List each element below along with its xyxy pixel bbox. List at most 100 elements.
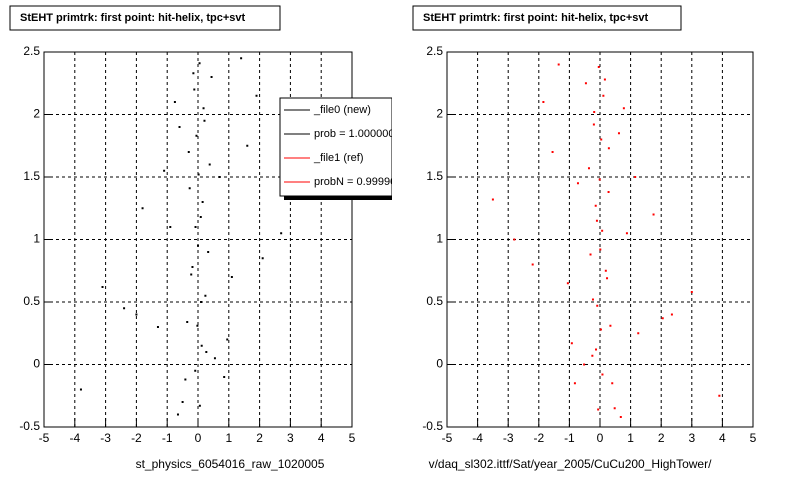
point — [101, 286, 104, 288]
point — [181, 401, 184, 403]
x-tick-label: -2 — [533, 431, 544, 445]
point — [202, 107, 205, 110]
point — [584, 82, 587, 85]
legend-label: _file1 (ref) — [313, 152, 364, 164]
point — [597, 66, 600, 68]
point — [204, 294, 207, 297]
point — [246, 144, 249, 147]
point — [193, 88, 196, 91]
point — [617, 132, 620, 135]
point — [208, 163, 211, 166]
point — [593, 111, 596, 113]
title-box — [9, 5, 281, 31]
point — [591, 354, 594, 357]
point — [551, 151, 554, 153]
point — [194, 369, 197, 372]
point — [634, 176, 637, 178]
x-tick-label: 0 — [597, 431, 604, 445]
x-tick-label: 5 — [750, 431, 757, 445]
legend-box — [279, 97, 392, 197]
point — [718, 394, 721, 397]
y-tick-label: 0 — [33, 357, 40, 371]
point — [670, 313, 673, 316]
point — [594, 204, 597, 207]
x-tick-label: -3 — [503, 431, 514, 445]
x-tick-label: 3 — [287, 431, 294, 445]
point — [597, 408, 600, 411]
point — [591, 298, 594, 301]
point — [613, 407, 616, 410]
plot-frame — [446, 51, 754, 428]
title-box — [412, 5, 682, 31]
point — [491, 198, 494, 201]
point — [205, 351, 208, 353]
legend-label: probN = 0.99990 — [314, 176, 396, 188]
point — [600, 138, 603, 141]
point — [261, 257, 264, 260]
point — [603, 78, 606, 81]
point — [557, 63, 560, 66]
x-tick-label: 5 — [349, 431, 356, 445]
point — [601, 229, 604, 232]
point — [611, 382, 614, 385]
point — [191, 266, 194, 268]
point — [240, 57, 243, 60]
point — [198, 404, 201, 407]
chart-title: StEHT primtrk: first point: hit-helix, t… — [423, 12, 649, 24]
point — [589, 253, 592, 256]
y-tick-label: 1.5 — [426, 169, 443, 183]
point — [226, 338, 229, 341]
x-tick-label: -4 — [69, 431, 80, 445]
point — [595, 348, 598, 351]
y-tick-label: 1.5 — [23, 169, 40, 183]
point — [210, 76, 213, 78]
point — [619, 416, 622, 418]
point — [190, 273, 193, 276]
x-tick-label: -5 — [442, 431, 453, 445]
point — [200, 301, 203, 303]
point — [207, 251, 210, 253]
point — [625, 232, 628, 235]
x-tick-label: -1 — [564, 431, 575, 445]
point — [280, 232, 283, 235]
y-tick-label: 2.5 — [23, 44, 40, 58]
point — [583, 363, 586, 366]
x-tick-label: 4 — [719, 431, 726, 445]
point — [223, 376, 226, 378]
point — [163, 169, 166, 172]
point — [156, 326, 159, 328]
point — [199, 216, 202, 218]
point — [186, 321, 189, 323]
point — [218, 176, 221, 178]
point — [213, 357, 216, 360]
x-tick-label: -5 — [39, 431, 50, 445]
x-tick-label: 2 — [658, 431, 665, 445]
y-tick-label: -0.5 — [422, 419, 443, 433]
legend-label: _file0 (new) — [313, 104, 371, 116]
y-tick-label: 0 — [436, 357, 443, 371]
point — [513, 238, 516, 241]
x-tick-label: -1 — [162, 431, 173, 445]
point — [570, 342, 573, 345]
point — [573, 382, 576, 385]
chart-title: StEHT primtrk: first point: hit-helix, t… — [20, 12, 246, 24]
point — [592, 123, 595, 126]
point — [602, 94, 605, 97]
point — [176, 413, 179, 416]
x-axis-label: v/daq_sl302.ittf/Sat/year_2005/CuCu200_H… — [429, 457, 713, 471]
x-axis-label: st_physics_6054016_raw_1020005 — [136, 457, 325, 471]
x-tick-label: 1 — [225, 431, 232, 445]
point — [195, 134, 198, 137]
point — [566, 282, 569, 285]
point — [187, 151, 190, 153]
x-tick-label: -4 — [472, 431, 483, 445]
legend: _file0 (new) prob = 1.000000 _file1 (ref) p… — [279, 97, 396, 200]
plot-frame — [43, 51, 353, 428]
point — [123, 307, 126, 310]
point — [201, 201, 204, 203]
point — [197, 244, 199, 247]
point — [255, 94, 258, 97]
y-tick-label: 2.5 — [426, 44, 443, 58]
point — [599, 248, 602, 251]
